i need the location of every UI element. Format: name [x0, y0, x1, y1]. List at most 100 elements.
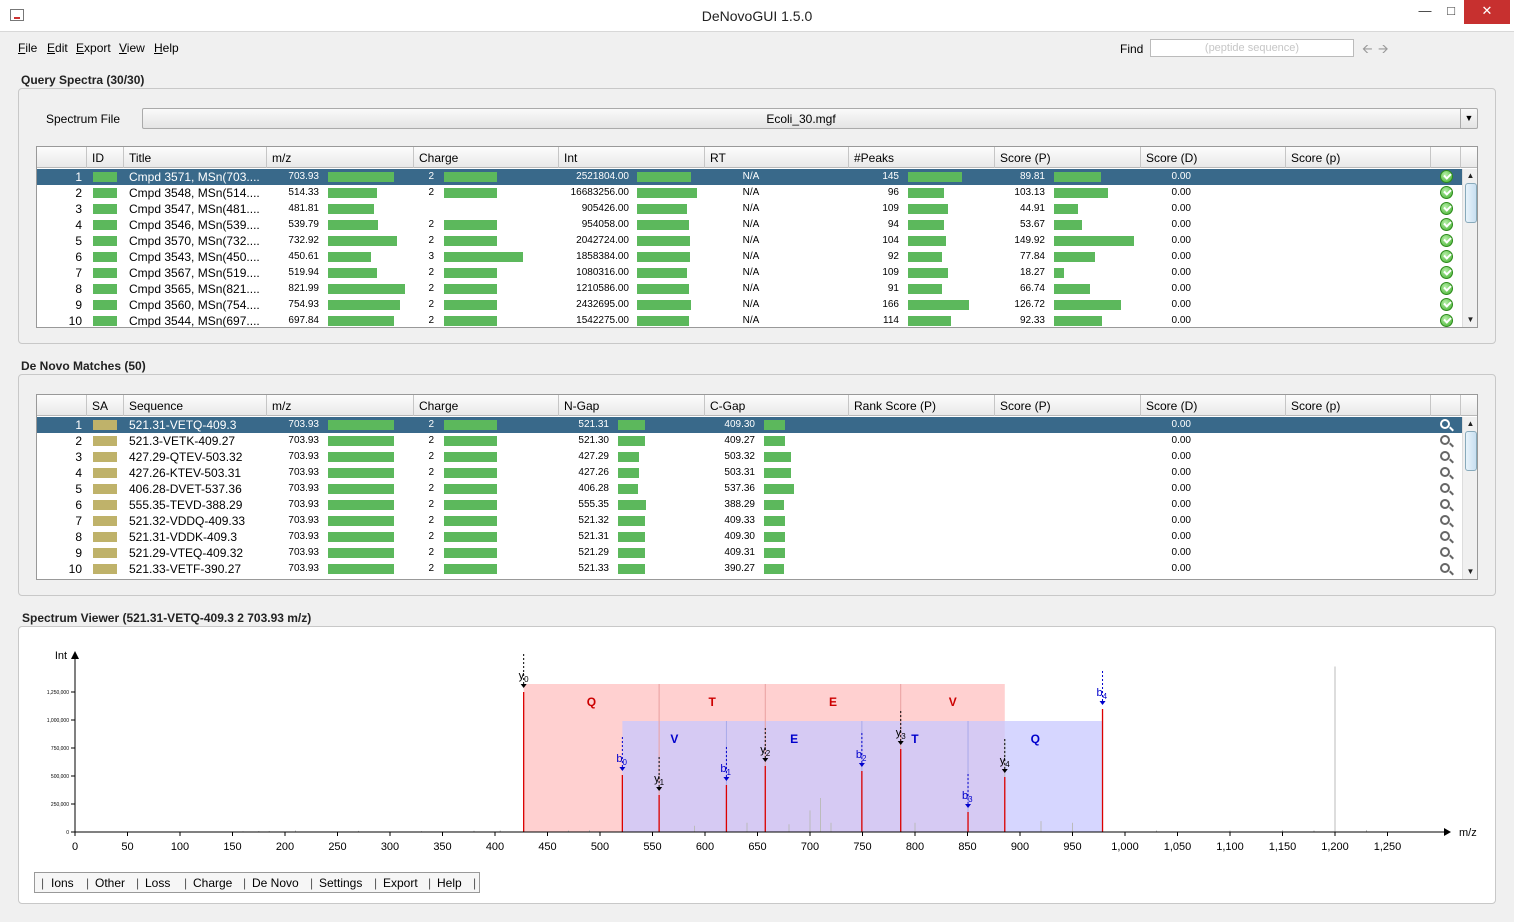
close-button[interactable]: ✕	[1464, 0, 1510, 24]
table-row[interactable]: 5 Cmpd 3570, MSn(732.... 732.92 2 2042724.00…	[37, 233, 1462, 249]
check-icon[interactable]	[1440, 298, 1453, 311]
toolbar-charge-button[interactable]: Charge	[193, 876, 233, 890]
magnifier-icon[interactable]	[1440, 515, 1450, 525]
toolbar-export-button[interactable]: Export	[383, 876, 418, 890]
column-header-id[interactable]: ID	[87, 147, 124, 168]
find-next-button[interactable]: 🡪	[1378, 41, 1389, 56]
minimize-button[interactable]: —	[1418, 3, 1432, 18]
check-icon[interactable]	[1440, 234, 1453, 247]
scroll-thumb[interactable]	[1465, 431, 1477, 471]
check-icon[interactable]	[1440, 282, 1453, 295]
column-header-rt[interactable]: RT	[705, 147, 849, 168]
column-header-c-gap[interactable]: C-Gap	[705, 395, 849, 416]
toolbar-ions-button[interactable]: Ions	[51, 876, 74, 890]
check-icon[interactable]	[1440, 170, 1453, 183]
menu-export[interactable]: Export	[76, 41, 111, 55]
vertical-scrollbar[interactable]: ▲ ▼	[1462, 169, 1477, 327]
scroll-up-arrow-icon[interactable]: ▲	[1466, 419, 1475, 428]
column-header-rank-score-p-[interactable]: Rank Score (P)	[849, 395, 995, 416]
column-header-score-p-[interactable]: Score (p)	[1286, 147, 1431, 168]
column-header-index[interactable]	[37, 395, 87, 416]
toolbar-other-button[interactable]: Other	[95, 876, 126, 890]
column-header-index[interactable]	[37, 147, 87, 168]
id-indicator	[93, 236, 117, 246]
magnifier-icon[interactable]	[1440, 563, 1450, 573]
vertical-scrollbar[interactable]: ▲ ▼	[1462, 417, 1477, 579]
column-header-sequence[interactable]: Sequence	[124, 395, 267, 416]
magnifier-icon[interactable]	[1440, 483, 1450, 493]
check-icon[interactable]	[1440, 186, 1453, 199]
spectrum-file-select[interactable]: Ecoli_30.mgf ▼	[142, 108, 1478, 129]
table-row[interactable]: 8 Cmpd 3565, MSn(821.... 821.99 2 1210586.00…	[37, 281, 1462, 297]
column-header-title[interactable]: Title	[124, 147, 267, 168]
table-row[interactable]: 2 521.3-VETK-409.27 703.93 2 521.30 409.27 0.0…	[37, 433, 1462, 449]
charge-bar	[444, 468, 497, 478]
chevron-down-icon[interactable]: ▼	[1460, 109, 1477, 128]
menu-help[interactable]: Help	[154, 41, 179, 55]
check-icon[interactable]	[1440, 218, 1453, 231]
check-icon[interactable]	[1440, 266, 1453, 279]
maximize-button[interactable]: □	[1447, 3, 1455, 18]
column-header-charge[interactable]: Charge	[414, 395, 559, 416]
table-row[interactable]: 10 Cmpd 3544, MSn(697.... 697.84 2 1542275.0…	[37, 313, 1462, 327]
peaks-bar	[908, 172, 962, 182]
table-row[interactable]: 9 521.29-VTEQ-409.32 703.93 2 521.29 409.31 0.…	[37, 545, 1462, 561]
magnifier-icon[interactable]	[1440, 435, 1450, 445]
column-header--peaks[interactable]: #Peaks	[849, 147, 995, 168]
table-row[interactable]: 5 406.28-DVET-537.36 703.93 2 406.28 537.36 0.…	[37, 481, 1462, 497]
find-input[interactable]: (peptide sequence)	[1150, 39, 1354, 57]
check-icon[interactable]	[1440, 202, 1453, 215]
table-row[interactable]: 6 Cmpd 3543, MSn(450.... 450.61 3 1858384.00…	[37, 249, 1462, 265]
table-row[interactable]: 6 555.35-TEVD-388.29 703.93 2 555.35 388.29 0.…	[37, 497, 1462, 513]
y-tick-label: 1,000,000	[47, 718, 69, 724]
magnifier-icon[interactable]	[1440, 467, 1450, 477]
toolbar-settings-button[interactable]: Settings	[319, 876, 363, 890]
table-row[interactable]: 1 Cmpd 3571, MSn(703.... 703.93 2 2521804.00…	[37, 169, 1462, 185]
check-icon[interactable]	[1440, 250, 1453, 263]
table-row[interactable]: 9 Cmpd 3560, MSn(754.... 754.93 2 2432695.00…	[37, 297, 1462, 313]
table-row[interactable]: 3 427.29-QTEV-503.32 703.93 2 427.29 503.32 0.…	[37, 449, 1462, 465]
scroll-thumb[interactable]	[1465, 183, 1477, 223]
scroll-down-arrow-icon[interactable]: ▼	[1466, 567, 1475, 576]
column-header-charge[interactable]: Charge	[414, 147, 559, 168]
column-header-score-p-[interactable]: Score (P)	[995, 395, 1141, 416]
column-header-status[interactable]	[1431, 147, 1461, 168]
table-row[interactable]: 2 Cmpd 3548, MSn(514.... 514.33 2 16683256.0…	[37, 185, 1462, 201]
column-header-sa[interactable]: SA	[87, 395, 124, 416]
magnifier-icon[interactable]	[1440, 531, 1450, 541]
menu-view[interactable]: View	[119, 41, 145, 55]
scroll-up-arrow-icon[interactable]: ▲	[1466, 171, 1475, 180]
magnifier-icon[interactable]	[1440, 451, 1450, 461]
column-header-status[interactable]	[1431, 395, 1461, 416]
table-row[interactable]: 7 Cmpd 3567, MSn(519.... 519.94 2 1080316.00…	[37, 265, 1462, 281]
scroll-down-arrow-icon[interactable]: ▼	[1466, 315, 1475, 324]
table-row[interactable]: 3 Cmpd 3547, MSn(481.... 481.81 905426.00 N/…	[37, 201, 1462, 217]
menu-file[interactable]: File	[18, 41, 38, 55]
table-row[interactable]: 8 521.31-VDDK-409.3 703.93 2 521.31 409.30 0.0…	[37, 529, 1462, 545]
column-header-score-p-[interactable]: Score (p)	[1286, 395, 1431, 416]
find-previous-button[interactable]: 🡨	[1362, 41, 1373, 56]
table-row[interactable]: 1 521.31-VETQ-409.3 703.93 2 521.31 409.30 0.0…	[37, 417, 1462, 433]
column-header-score-d-[interactable]: Score (D)	[1141, 395, 1286, 416]
toolbar-de-novo-button[interactable]: De Novo	[252, 876, 299, 890]
toolbar-loss-button[interactable]: Loss	[145, 876, 171, 890]
spectrum-chart[interactable]: Q T E V V E T Qy0 y1 y2 y3 y4 b0 b1 b2 b3 b4 Int m/z 0 50 100…	[19, 627, 1495, 903]
table-row[interactable]: 7 521.32-VDDQ-409.33 703.93 2 521.32 409.33 0.…	[37, 513, 1462, 529]
menu-edit[interactable]: Edit	[47, 41, 68, 55]
magnifier-icon[interactable]	[1440, 419, 1450, 429]
column-header-n-gap[interactable]: N-Gap	[559, 395, 705, 416]
check-icon[interactable]	[1440, 314, 1453, 327]
magnifier-icon[interactable]	[1440, 499, 1450, 509]
toolbar-help-button[interactable]: Help	[437, 876, 462, 890]
table-row[interactable]: 10 521.33-VETF-390.27 703.93 2 521.33 390.27 0…	[37, 561, 1462, 577]
column-header-int[interactable]: Int	[559, 147, 705, 168]
table-row[interactable]: 4 Cmpd 3546, MSn(539.... 539.79 2 954058.00 N…	[37, 217, 1462, 233]
intensity-value: 905426.00	[581, 203, 629, 214]
column-header-score-p-[interactable]: Score (P)	[995, 147, 1141, 168]
x-tick-label: 850	[958, 841, 976, 853]
column-header-score-d-[interactable]: Score (D)	[1141, 147, 1286, 168]
column-header-m-z[interactable]: m/z	[267, 395, 414, 416]
column-header-m-z[interactable]: m/z	[267, 147, 414, 168]
table-row[interactable]: 4 427.26-KTEV-503.31 703.93 2 427.26 503.31 0.…	[37, 465, 1462, 481]
magnifier-icon[interactable]	[1440, 547, 1450, 557]
